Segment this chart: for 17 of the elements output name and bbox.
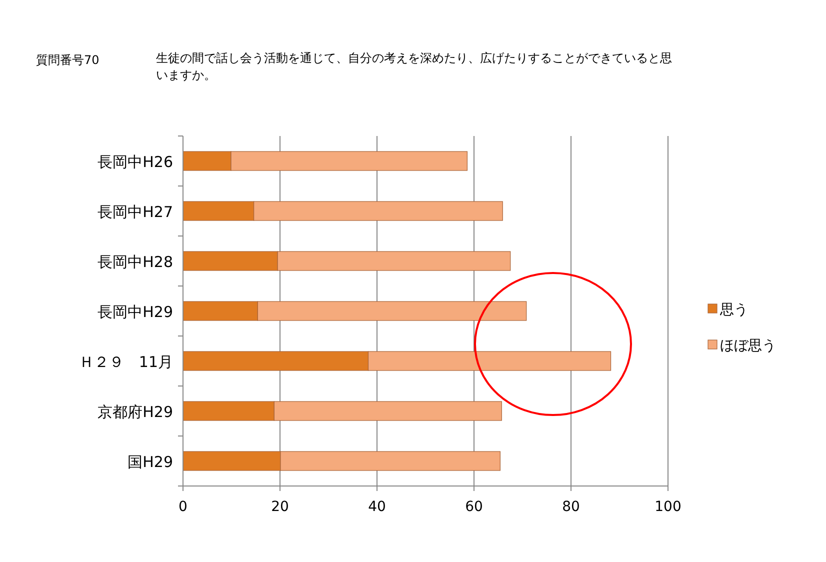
x-tick-label: 80 bbox=[562, 499, 580, 515]
legend-label: ほぼ思う bbox=[720, 338, 776, 354]
y-tick-label: 長岡中H27 bbox=[98, 203, 173, 221]
y-tick-label: 長岡中H28 bbox=[98, 253, 173, 271]
y-tick-label: 長岡中H29 bbox=[98, 303, 173, 321]
x-tick-label: 60 bbox=[465, 499, 483, 515]
y-tick-label: Ｈ２９ 11月 bbox=[78, 353, 173, 371]
legend-label: 思う bbox=[719, 302, 748, 318]
x-tick-label: 100 bbox=[654, 499, 682, 515]
chart-subtitle: 生徒の間で話し会う活動を通じて、自分の考えを深めたり、広げたりすることができていると思いますか。 bbox=[156, 50, 673, 84]
x-tick-label: 20 bbox=[271, 499, 289, 515]
x-tick-label: 40 bbox=[368, 499, 386, 515]
y-tick-label: 京都府H29 bbox=[98, 403, 173, 421]
text: 質問番号70 bbox=[36, 53, 100, 67]
x-tick-label: 0 bbox=[178, 499, 188, 515]
y-tick-label: 国H29 bbox=[128, 453, 173, 471]
y-tick-label: 長岡中H26 bbox=[98, 153, 173, 171]
